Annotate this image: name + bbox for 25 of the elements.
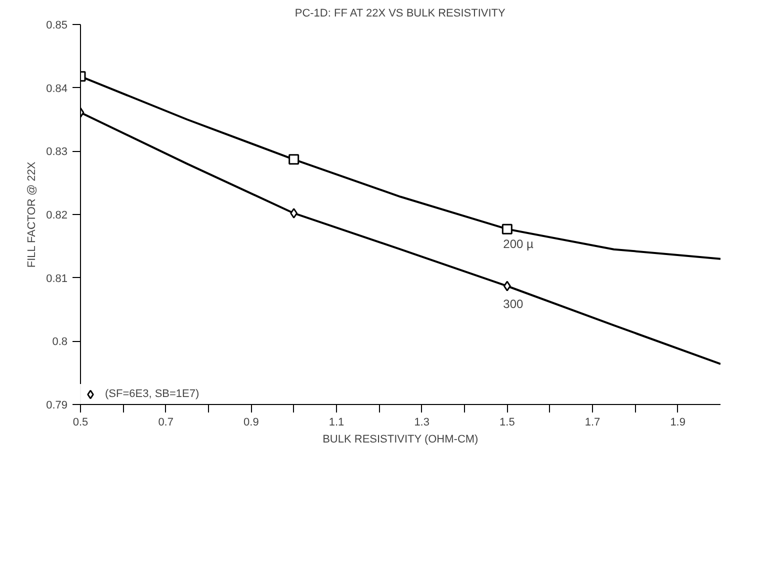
- x-tick-label: 1.5: [500, 416, 515, 428]
- point: [290, 208, 298, 218]
- y-tick-label: 0.81: [46, 272, 68, 285]
- y-tick-label: 0.84: [46, 82, 68, 95]
- legend-label: (SF=6E3, SB=1E7): [105, 388, 200, 400]
- y-tick-label: 0.83: [46, 146, 68, 158]
- y-tick-label: 0.79: [46, 400, 68, 412]
- y-tick-label: 0.8: [52, 336, 68, 348]
- x-tick-label: 1.7: [584, 416, 600, 428]
- x-tick-label: 0.7: [158, 416, 174, 428]
- y-tick-label: 0.82: [46, 210, 68, 222]
- x-tick-label: 1.9: [670, 416, 686, 428]
- point: [503, 280, 511, 292]
- annotation: 300: [503, 297, 524, 312]
- x-tick-label: 0.9: [244, 416, 259, 428]
- chart-title: PC-1D: FF AT 22X VS BULK RESISTIVITY: [294, 8, 506, 20]
- y-axis-title: FILL FACTOR @ 22X: [26, 161, 38, 268]
- x-tick-label: 1.1: [328, 416, 344, 428]
- point: [288, 154, 300, 165]
- point: [502, 224, 512, 234]
- y-tick-label: 0.85: [46, 20, 68, 32]
- x-tick-label: 1.3: [414, 416, 430, 428]
- annotation: 200 µ: [503, 237, 534, 252]
- x-axis-title: BULK RESISTIVITY (OHM-CM): [322, 434, 478, 446]
- x-tick-label: 0.5: [72, 416, 88, 428]
